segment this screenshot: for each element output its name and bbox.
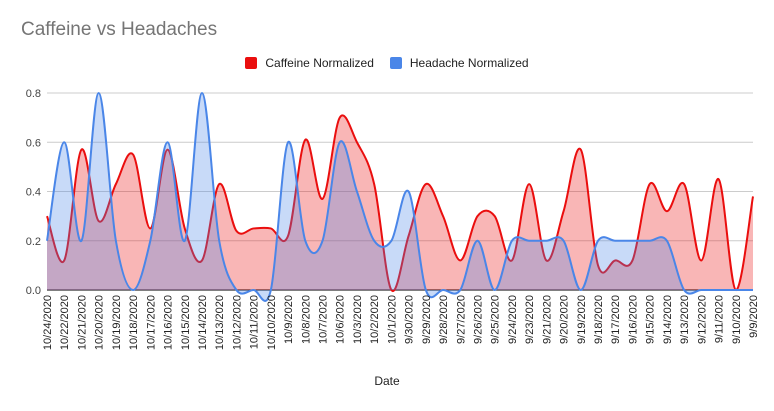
legend-item-caffeine[interactable]: Caffeine Normalized [245,56,374,70]
x-tick-label: 10/16/2020 [163,295,175,350]
y-axis-ticks: 0.0 0.2 0.4 0.6 0.8 [26,88,41,297]
legend-label-caffeine: Caffeine Normalized [265,56,374,70]
series-area-caffeine [47,115,753,292]
x-axis-label: Date [374,374,400,388]
x-tick-label: 9/26/2020 [472,295,484,344]
x-tick-label: 10/12/2020 [231,295,243,350]
x-tick-label: 10/18/2020 [128,295,140,350]
x-tick-label: 9/29/2020 [421,295,433,344]
x-tick-label: 9/19/2020 [576,295,588,344]
x-tick-label: 10/13/2020 [214,295,226,350]
y-tick-label: 0.4 [26,187,41,199]
series-area-headache [47,93,753,301]
x-tick-label: 9/17/2020 [610,295,622,344]
x-tick-label: 10/21/2020 [76,295,88,350]
x-tick-label: 9/14/2020 [662,295,674,344]
x-tick-label: 10/6/2020 [335,295,347,344]
x-tick-label: 10/3/2020 [352,295,364,344]
x-tick-label: 10/1/2020 [386,295,398,344]
x-tick-label: 10/9/2020 [283,295,295,344]
y-tick-label: 0.8 [26,88,41,100]
x-tick-label: 9/24/2020 [507,295,519,344]
x-tick-label: 9/15/2020 [645,295,657,344]
x-tick-label: 9/20/2020 [559,295,571,344]
legend-label-headache: Headache Normalized [409,56,529,70]
x-tick-label: 10/11/2020 [249,295,261,349]
x-tick-label: 10/14/2020 [197,295,209,350]
x-tick-label: 9/16/2020 [627,295,639,344]
y-tick-label: 0.0 [26,285,41,297]
x-tick-label: 10/22/2020 [59,295,71,350]
legend-item-headache[interactable]: Headache Normalized [389,56,529,70]
x-tick-label: 10/8/2020 [300,295,312,344]
x-tick-label: 9/27/2020 [455,295,467,344]
legend: Caffeine Normalized Headache Normalized [0,56,774,70]
x-tick-label: 9/21/2020 [541,295,553,344]
y-tick-label: 0.6 [26,137,41,149]
series-line-caffeine[interactable] [46,114,754,292]
x-tick-label: 9/18/2020 [593,295,605,344]
y-tick-label: 0.2 [26,236,41,248]
x-tick-label: 10/7/2020 [318,295,330,344]
x-tick-label: 9/23/2020 [524,295,536,344]
x-tick-label: 10/20/2020 [94,295,106,350]
legend-swatch-caffeine [245,57,258,69]
x-tick-label: 9/12/2020 [696,295,708,344]
x-tick-label: 10/17/2020 [145,295,157,350]
x-tick-label: 9/28/2020 [438,295,450,344]
x-tick-label: 9/11/2020 [714,295,726,343]
x-tick-label: 10/15/2020 [180,295,192,350]
x-tick-label: 10/24/2020 [42,295,54,350]
x-tick-label: 9/10/2020 [731,295,743,344]
x-tick-label: 10/2/2020 [369,295,381,344]
x-tick-label: 10/19/2020 [111,295,123,350]
x-tick-label: 9/13/2020 [679,295,691,344]
x-tick-label: 9/9/2020 [748,295,760,338]
x-tick-label: 9/25/2020 [490,295,502,344]
chart-title: Caffeine vs Headaches [21,19,218,40]
x-tick-label: 9/30/2020 [404,295,416,344]
legend-swatch-headache [389,57,402,69]
series-areas [46,91,754,302]
x-axis-ticks: 10/24/2020 10/22/2020 10/21/2020 10/20/2020… [42,295,760,350]
series-line-headache[interactable] [46,91,753,302]
x-tick-label: 10/10/2020 [266,295,278,350]
